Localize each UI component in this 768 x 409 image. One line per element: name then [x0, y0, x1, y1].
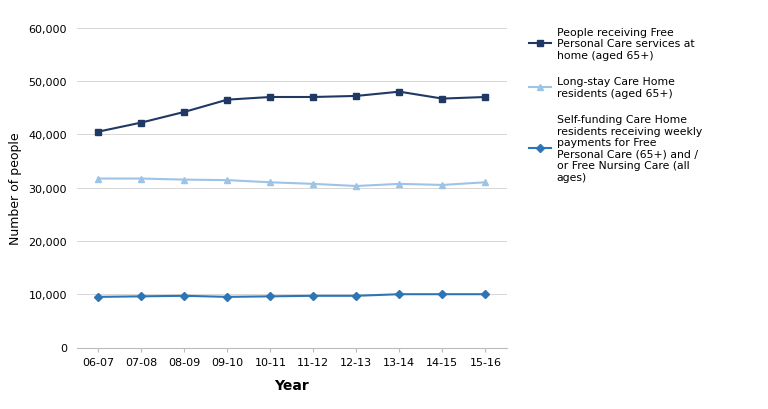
Legend: People receiving Free
Personal Care services at
home (aged 65+), Long-stay Care : People receiving Free Personal Care serv… [529, 28, 702, 182]
Y-axis label: Number of people: Number of people [8, 132, 22, 244]
X-axis label: Year: Year [274, 378, 310, 392]
